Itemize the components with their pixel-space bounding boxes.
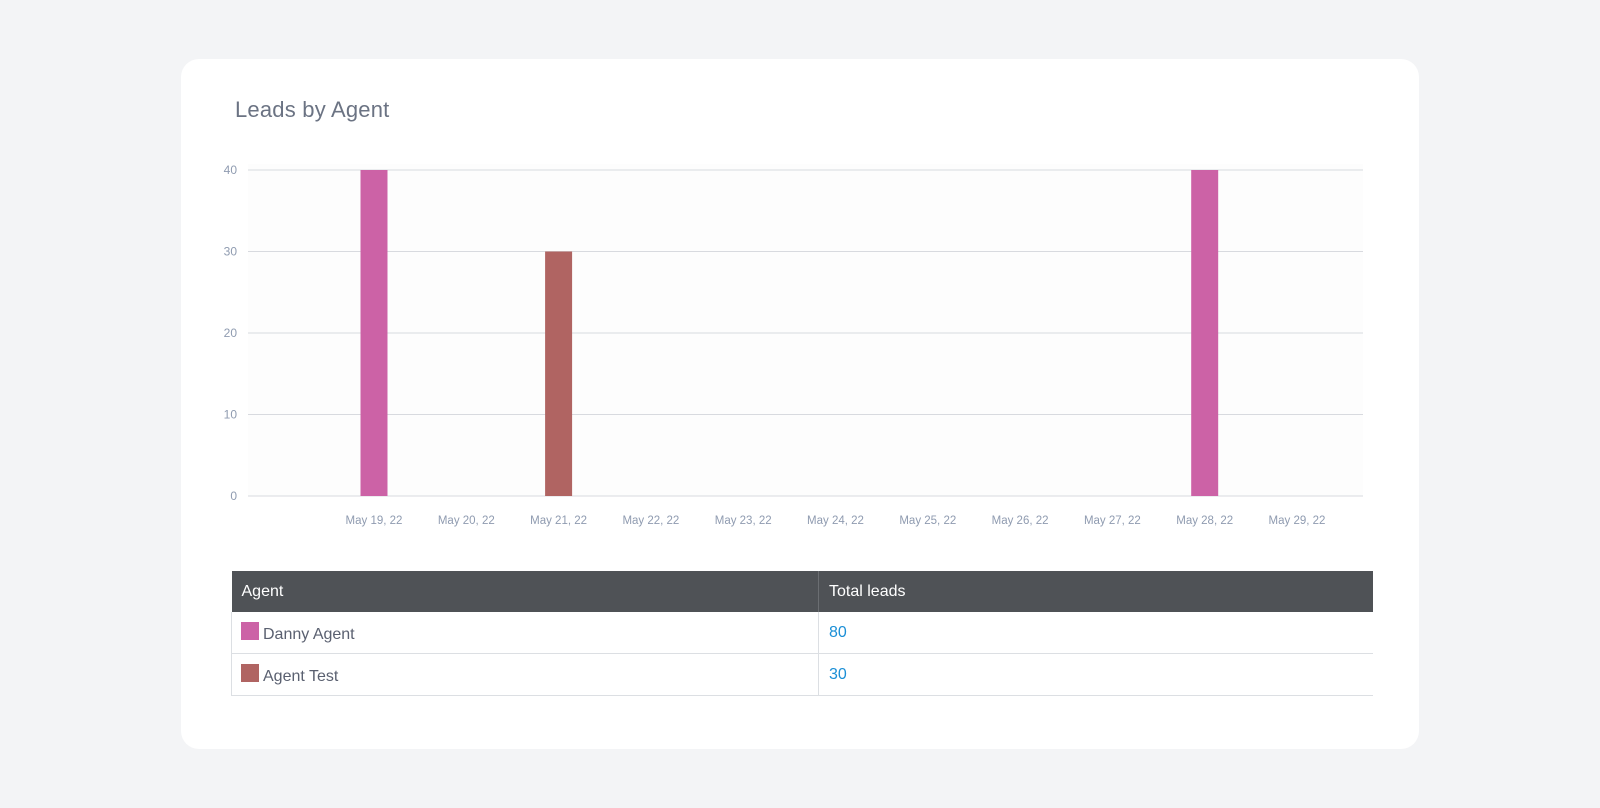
x-tick-label: May 29, 22 <box>1269 515 1326 527</box>
total-leads-cell: 80 <box>818 612 1373 654</box>
y-tick-label: 40 <box>224 163 238 177</box>
header-agent[interactable]: Agent <box>231 571 819 612</box>
bar <box>360 170 388 496</box>
total-leads-cell: 30 <box>818 653 1373 696</box>
x-tick-label: May 19, 22 <box>346 515 403 527</box>
x-tick-label: May 20, 22 <box>438 515 495 527</box>
agent-name: Agent Test <box>263 667 339 685</box>
x-tick-label: May 21, 22 <box>530 515 587 527</box>
plot-area <box>248 164 1363 496</box>
x-tick-label: May 25, 22 <box>899 515 956 527</box>
header-total-leads[interactable]: Total leads <box>818 571 1373 612</box>
x-tick-label: May 24, 22 <box>807 515 864 527</box>
table-row: Agent Test 30 <box>231 653 1373 696</box>
total-leads-link[interactable]: 30 <box>829 665 847 683</box>
series-color-swatch <box>241 663 259 682</box>
x-tick-label: May 28, 22 <box>1176 515 1233 527</box>
x-tick-label: May 27, 22 <box>1084 515 1141 527</box>
y-tick-label: 20 <box>224 326 238 340</box>
agent-name: Danny Agent <box>263 625 355 643</box>
x-tick-label: May 22, 22 <box>622 515 679 527</box>
x-tick-label: May 23, 22 <box>715 515 772 527</box>
table-header-row: Agent Total leads <box>231 571 1373 612</box>
y-tick-label: 30 <box>224 245 238 259</box>
agent-cell: Danny Agent <box>231 612 819 654</box>
bar <box>1191 170 1219 496</box>
leads-table: Agent Total leads Danny Agent 80 Agent T… <box>231 571 1373 696</box>
bar-chart: 0 10 20 30 40 May 19, 22 May 20, 22 May 21, 22 M… <box>224 163 1363 527</box>
y-tick-label: 0 <box>230 489 237 503</box>
agent-cell: Agent Test <box>231 653 819 696</box>
chart-title: Leads by Agent <box>235 97 390 122</box>
x-tick-label: May 26, 22 <box>992 515 1049 527</box>
total-leads-link[interactable]: 80 <box>829 623 847 641</box>
y-tick-label: 10 <box>224 408 238 422</box>
chart-card: Leads by Agent 0 10 20 30 40 May 19, 22 May 20… <box>181 59 1419 749</box>
table-row: Danny Agent 80 <box>231 612 1373 654</box>
bar <box>545 251 573 496</box>
series-color-swatch <box>241 621 259 640</box>
